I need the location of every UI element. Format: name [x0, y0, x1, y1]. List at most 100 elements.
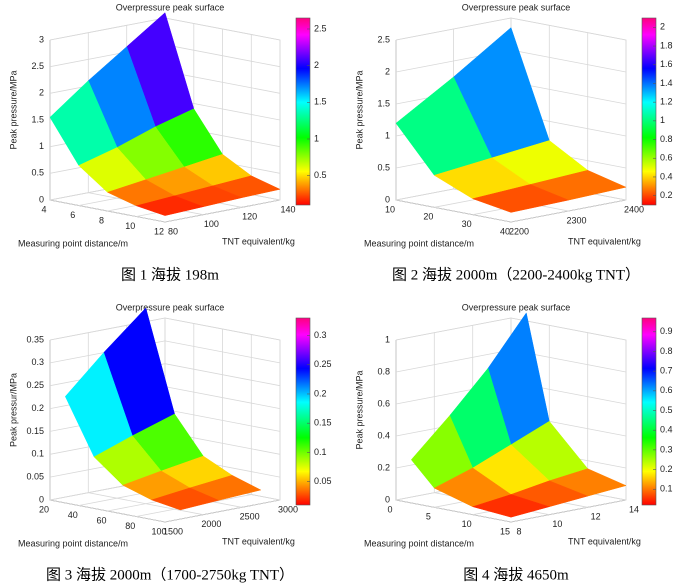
x-tick-label: 20 — [423, 212, 433, 222]
y-tick-label: 12 — [591, 512, 601, 522]
y-tick-label: 1500 — [163, 526, 183, 536]
chart-title: Overpressure peak surface — [116, 2, 225, 12]
colorbar-tick-label: 0.05 — [314, 476, 332, 486]
y-tick-label: 100 — [204, 219, 219, 229]
colorbar-tick-label: 0.15 — [314, 418, 332, 428]
x-tick-label: 10 — [125, 221, 135, 231]
z-axis-label: Peak pressure/MPa — [8, 70, 18, 149]
x-tick-label: 15 — [500, 526, 510, 536]
z-tick-label: 2.5 — [377, 34, 390, 44]
colorbar-tick-label: 0.2 — [314, 388, 327, 398]
z-tick-label: 1 — [39, 141, 44, 151]
x-tick-label: 0 — [387, 504, 392, 514]
z-tick-label: 2 — [39, 88, 44, 98]
z-tick-label: 2.5 — [31, 61, 44, 71]
x-tick-label: 20 — [39, 504, 49, 514]
y-tick-label: 140 — [280, 204, 295, 214]
colorbar-tick-label: 0.8 — [660, 134, 673, 144]
colorbar-tick-label: 0.2 — [660, 190, 673, 200]
z-tick-label: 1.5 — [377, 98, 390, 108]
z-tick-label: 0.25 — [26, 380, 44, 390]
z-tick-label: 0.2 — [377, 462, 390, 472]
z-axis-label: Peak pressure/MPa — [354, 70, 364, 149]
z-tick-label: 0.8 — [377, 366, 390, 376]
z-axis-label: Peak pressure/MPa — [354, 370, 364, 449]
chart-title: Overpressure peak surface — [462, 2, 571, 12]
z-axis-label: Peak pressur/MPa — [8, 373, 18, 447]
y-tick-label: 120 — [242, 212, 257, 222]
y-tick-label: 14 — [629, 504, 639, 514]
z-tick-label: 1 — [385, 334, 390, 344]
colorbar-tick-label: 2 — [660, 22, 665, 32]
colorbar-tick-label: 0.4 — [660, 425, 673, 435]
chart-title: Overpressure peak surface — [462, 302, 571, 312]
z-tick-label: 0.05 — [26, 472, 44, 482]
colorbar-tick-label: 0.3 — [314, 330, 327, 340]
y-axis-label: TNT equivalent/kg — [222, 236, 295, 246]
colorbar-tick-label: 0.2 — [660, 464, 673, 474]
colorbar-tick-label: 1.8 — [660, 40, 673, 50]
z-tick-label: 0.2 — [31, 403, 44, 413]
colorbar-tick-label: 1 — [660, 115, 665, 125]
colorbar-tick-label: 0.6 — [660, 153, 673, 163]
z-tick-label: 0 — [385, 494, 390, 504]
z-tick-label: 0.1 — [31, 449, 44, 459]
surface-cell — [471, 184, 570, 213]
colorbar-tick-label: 2 — [314, 60, 319, 70]
caption: 图 2 海拔 2000m（2200-2400kg TNT） — [392, 266, 640, 283]
x-axis-label: Measuring point distance/m — [364, 238, 474, 248]
y-axis-label: TNT equivalent/kg — [568, 536, 641, 546]
x-tick-label: 10 — [462, 519, 472, 529]
caption: 图 4 海拔 4650m — [463, 566, 569, 583]
z-tick-label: 0.5 — [31, 168, 44, 178]
colorbar-tick-label: 0.3 — [660, 444, 673, 454]
z-tick-label: 2 — [385, 66, 390, 76]
y-grid-line — [395, 40, 512, 223]
y-axis-label: TNT equivalent/kg — [222, 536, 295, 546]
colorbar-tick-label: 0.5 — [660, 405, 673, 415]
y-grid-line — [395, 340, 512, 523]
x-axis-label: Measuring point distance/m — [364, 538, 474, 548]
colorbar — [641, 317, 657, 506]
z-tick-label: 0 — [385, 194, 390, 204]
surface-cell — [135, 195, 205, 216]
colorbar-tick-label: 0.6 — [660, 385, 673, 395]
y-tick-label: 8 — [516, 526, 521, 536]
panel: Overpressure peak surface 0 0.5 1 1.5 2 2.5 3 4 6… — [8, 2, 326, 283]
x-axis-label: Measuring point distance/m — [18, 238, 128, 248]
x-tick-label: 30 — [462, 219, 472, 229]
colorbar-tick-label: 1.6 — [660, 59, 673, 69]
z-tick-label: 1 — [385, 130, 390, 140]
colorbar — [295, 317, 311, 506]
y-tick-label: 3000 — [278, 504, 298, 514]
x-tick-label: 60 — [96, 515, 106, 525]
surface-cell — [471, 494, 551, 518]
panel: Overpressure peak surface00.20.40.60.810… — [354, 302, 672, 583]
x-tick-label: 4 — [41, 204, 46, 214]
colorbar-tick-label: 1.2 — [660, 97, 673, 107]
colorbar-tick-label: 2.5 — [314, 23, 327, 33]
panel: Overpressure peak surface 0 0.05 0.1 0.15 0.2… — [8, 302, 331, 583]
colorbar-tick-label: 0.5 — [314, 170, 327, 180]
colorbar-tick-label: 0.25 — [314, 359, 332, 369]
x-tick-label: 6 — [70, 210, 75, 220]
colorbar — [641, 17, 657, 206]
surface-cell — [150, 487, 220, 511]
y-tick-label: 2400 — [624, 204, 644, 214]
panel: Overpressure peak surface 0 0.5 1 1.5 2 2.5 10 2… — [354, 2, 672, 283]
chart-title: Overpressure peak surface — [116, 302, 225, 312]
caption: 图 1 海拔 198m — [121, 266, 219, 283]
y-tick-label: 2000 — [201, 519, 221, 529]
y-tick-label: 2200 — [509, 226, 529, 236]
y-tick-label: 2300 — [566, 215, 586, 225]
colorbar-tick-label: 0.1 — [660, 484, 673, 494]
z-tick-label: 0.15 — [26, 426, 44, 436]
colorbar — [295, 17, 311, 206]
colorbar-tick-label: 0.1 — [314, 447, 327, 457]
z-tick-label: 0.5 — [377, 162, 390, 172]
x-tick-label: 8 — [99, 215, 104, 225]
colorbar-tick-label: 1.4 — [660, 78, 673, 88]
y-grid-line — [49, 40, 166, 223]
y-tick-label: 2500 — [240, 512, 260, 522]
